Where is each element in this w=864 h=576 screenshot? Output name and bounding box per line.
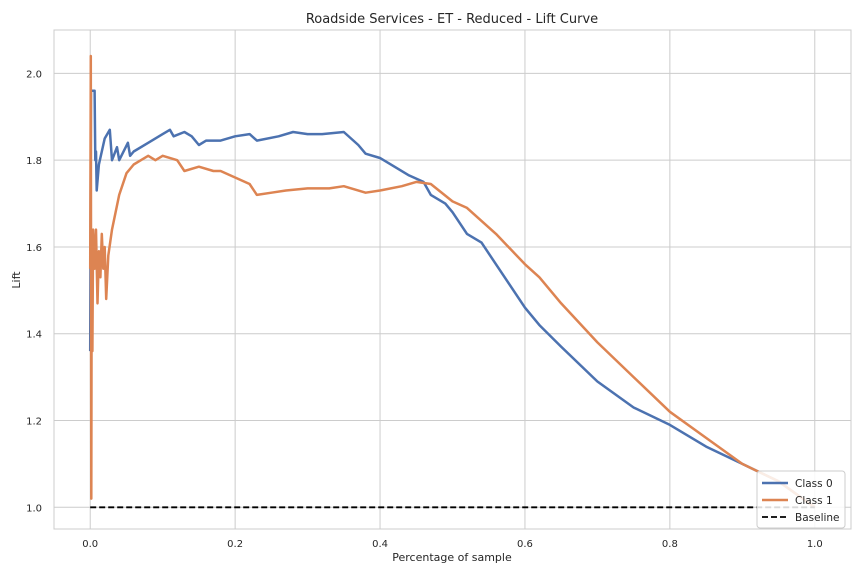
x-tick-labels: 0.0 0.2 0.4 0.6 0.8 1.0 — [82, 539, 822, 550]
series-line-class-0 — [88, 89, 816, 509]
legend-label: Baseline — [795, 512, 840, 524]
x-tick-label: 0.0 — [82, 539, 98, 550]
series-lines — [88, 54, 816, 509]
grid-lines — [54, 30, 851, 529]
plot-frame — [53, 29, 852, 530]
series-line-class-1 — [88, 54, 816, 509]
chart-title: Roadside Services - ET - Reduced - Lift … — [306, 12, 598, 27]
y-tick-label: 2.0 — [26, 69, 42, 80]
y-axis-label: Lift — [10, 271, 23, 289]
x-tick-label: 0.2 — [227, 539, 243, 550]
plot-area — [54, 30, 851, 529]
legend-box — [756, 470, 846, 529]
y-tick-label: 1.2 — [26, 417, 42, 428]
y-tick-labels: 1.0 1.2 1.4 1.6 1.8 2.0 — [26, 69, 42, 514]
y-tick-label: 1.4 — [26, 330, 42, 341]
legend-label: Class 1 — [795, 495, 833, 507]
legend-label: Class 0 — [795, 478, 833, 490]
y-tick-label: 1.6 — [26, 243, 42, 254]
x-tick-label: 1.0 — [807, 539, 823, 550]
x-tick-label: 0.4 — [372, 539, 388, 550]
x-axis-label: Percentage of sample — [392, 551, 512, 564]
x-tick-label: 0.6 — [517, 539, 533, 550]
y-tick-label: 1.8 — [26, 156, 42, 167]
x-tick-label: 0.8 — [662, 539, 678, 550]
legend: Class 0 Class 1 Baseline — [756, 470, 846, 529]
y-tick-label: 1.0 — [26, 503, 42, 514]
